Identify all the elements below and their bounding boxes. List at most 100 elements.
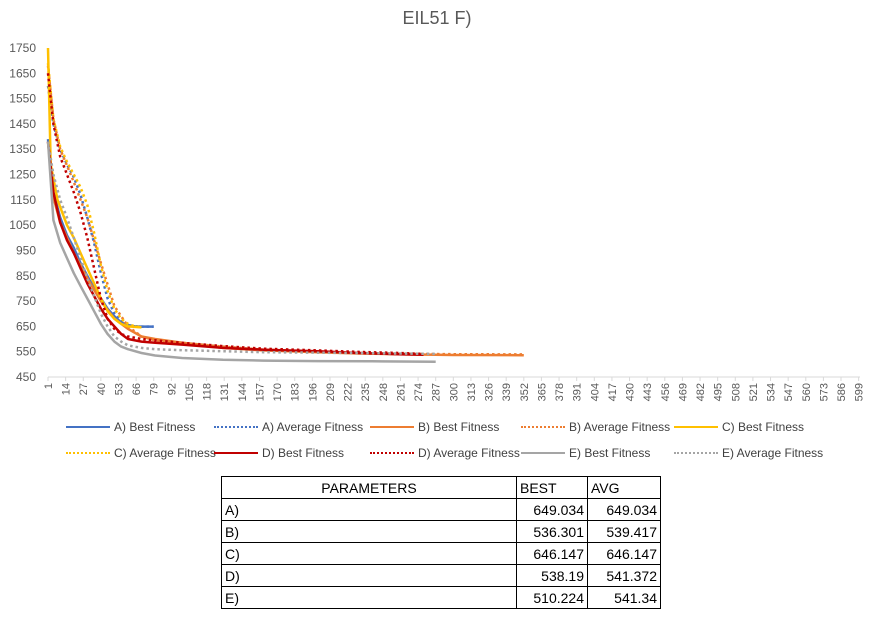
row-avg: 541.372 xyxy=(587,564,661,587)
legend-item: B) Best Fitness xyxy=(370,420,499,436)
legend-swatch xyxy=(370,451,414,454)
x-axis-ticks: 1 14 27 40 53 66 79 92 105 118 131 144 157 170 183 196 2… xyxy=(43,377,866,401)
legend-label: D) Best Fitness xyxy=(262,446,345,460)
x-tick-label: 495 xyxy=(713,383,725,401)
series-line-5 xyxy=(46,63,142,329)
y-tick-label: 1650 xyxy=(9,66,36,80)
x-tick-label: 599 xyxy=(854,383,866,401)
header-avg: AVG xyxy=(587,476,661,499)
x-tick-label: 274 xyxy=(413,383,425,401)
x-tick-label: 118 xyxy=(202,383,214,401)
legend-item: A) Average Fitness xyxy=(214,420,363,436)
x-tick-label: 14 xyxy=(61,383,73,395)
y-tick-label: 950 xyxy=(16,243,36,257)
y-tick-label: 1350 xyxy=(9,142,36,156)
legend-swatch xyxy=(214,425,258,428)
series-line-7 xyxy=(46,73,424,356)
series-line-3 xyxy=(46,65,524,356)
x-tick-label: 53 xyxy=(113,383,125,395)
row-best: 649.034 xyxy=(516,498,588,521)
x-tick-label: 352 xyxy=(519,383,531,401)
x-tick-label: 157 xyxy=(254,383,266,401)
legend-label: A) Best Fitness xyxy=(114,420,196,434)
x-tick-label: 170 xyxy=(272,383,284,401)
x-tick-label: 313 xyxy=(466,383,478,401)
x-tick-label: 27 xyxy=(78,383,90,395)
legend-swatch xyxy=(521,451,565,454)
legend-label: B) Average Fitness xyxy=(569,420,671,434)
row-best: 646.147 xyxy=(516,542,588,565)
row-label: B) xyxy=(221,520,517,543)
series-line-4 xyxy=(46,47,142,329)
legend-label: B) Best Fitness xyxy=(418,420,500,434)
x-tick-label: 417 xyxy=(607,383,619,401)
x-tick-label: 1 xyxy=(43,383,55,389)
legend-item: D) Best Fitness xyxy=(214,446,344,462)
row-best: 538.19 xyxy=(516,564,588,587)
x-tick-label: 482 xyxy=(695,383,707,401)
legend-item: D) Average Fitness xyxy=(370,446,520,462)
legend-label: E) Best Fitness xyxy=(569,446,651,460)
x-tick-label: 521 xyxy=(748,383,760,401)
legend-item: E) Average Fitness xyxy=(674,446,823,462)
legend-item: C) Average Fitness xyxy=(66,446,216,462)
legend-swatch xyxy=(214,451,258,454)
x-tick-label: 339 xyxy=(501,383,513,401)
x-tick-label: 573 xyxy=(818,383,830,401)
legend-item: A) Best Fitness xyxy=(66,420,195,436)
row-best: 510.224 xyxy=(516,586,588,609)
x-tick-label: 404 xyxy=(589,383,601,401)
x-tick-label: 508 xyxy=(730,383,742,401)
row-avg: 541.34 xyxy=(587,586,661,609)
x-tick-label: 443 xyxy=(642,383,654,401)
row-label: C) xyxy=(221,542,517,565)
series-line-9 xyxy=(46,141,436,356)
y-axis-ticks: 450 550 650 750 850 950 1050 1150 1250 1350 1450 15… xyxy=(9,41,36,384)
y-tick-label: 1450 xyxy=(9,117,36,131)
x-tick-label: 560 xyxy=(801,383,813,401)
series-layer xyxy=(46,47,524,364)
x-tick-label: 391 xyxy=(572,383,584,401)
x-tick-label: 196 xyxy=(307,383,319,401)
x-tick-label: 144 xyxy=(237,383,249,401)
x-tick-label: 79 xyxy=(149,383,161,395)
y-tick-label: 850 xyxy=(16,269,36,283)
x-tick-label: 456 xyxy=(660,383,672,401)
x-tick-label: 326 xyxy=(484,383,496,401)
y-tick-label: 550 xyxy=(16,345,36,359)
x-tick-label: 261 xyxy=(395,383,407,401)
y-tick-label: 650 xyxy=(16,319,36,333)
table-row: B) 536.301 539.417 xyxy=(221,520,661,543)
legend-item: B) Average Fitness xyxy=(521,420,670,436)
y-tick-label: 1550 xyxy=(9,92,36,106)
x-tick-label: 248 xyxy=(378,383,390,401)
chart-title: EIL51 F) xyxy=(402,8,472,28)
line-chart: 4505506507508509501050115012501350145015… xyxy=(9,41,866,401)
legend-swatch xyxy=(521,425,565,428)
legend-swatch xyxy=(674,425,718,428)
legend-label: E) Average Fitness xyxy=(722,446,824,460)
x-tick-label: 222 xyxy=(343,383,355,401)
legend-item: E) Best Fitness xyxy=(521,446,650,462)
y-tick-label: 750 xyxy=(16,294,36,308)
x-tick-label: 92 xyxy=(166,383,178,395)
legend-label: D) Average Fitness xyxy=(418,446,520,460)
table-row: D) 538.19 541.372 xyxy=(221,564,661,587)
row-label: A) xyxy=(221,498,517,521)
table-row: C) 646.147 646.147 xyxy=(221,542,661,565)
series-line-8 xyxy=(46,141,436,364)
legend-label: C) Best Fitness xyxy=(722,420,805,434)
x-tick-label: 131 xyxy=(219,383,231,401)
row-label: D) xyxy=(221,564,517,587)
legend-swatch xyxy=(66,451,110,454)
row-best: 536.301 xyxy=(516,520,588,543)
parameters-table: PARAMETERS BEST AVG A) 649.034 649.034 B… xyxy=(221,476,661,609)
y-tick-label: 1050 xyxy=(9,218,36,232)
x-tick-label: 66 xyxy=(131,383,143,395)
y-tick-label: 1750 xyxy=(9,41,36,55)
x-tick-label: 430 xyxy=(625,383,637,401)
legend-item: C) Best Fitness xyxy=(674,420,804,436)
x-tick-label: 300 xyxy=(448,383,460,401)
x-tick-label: 287 xyxy=(431,383,443,401)
x-tick-label: 378 xyxy=(554,383,566,401)
